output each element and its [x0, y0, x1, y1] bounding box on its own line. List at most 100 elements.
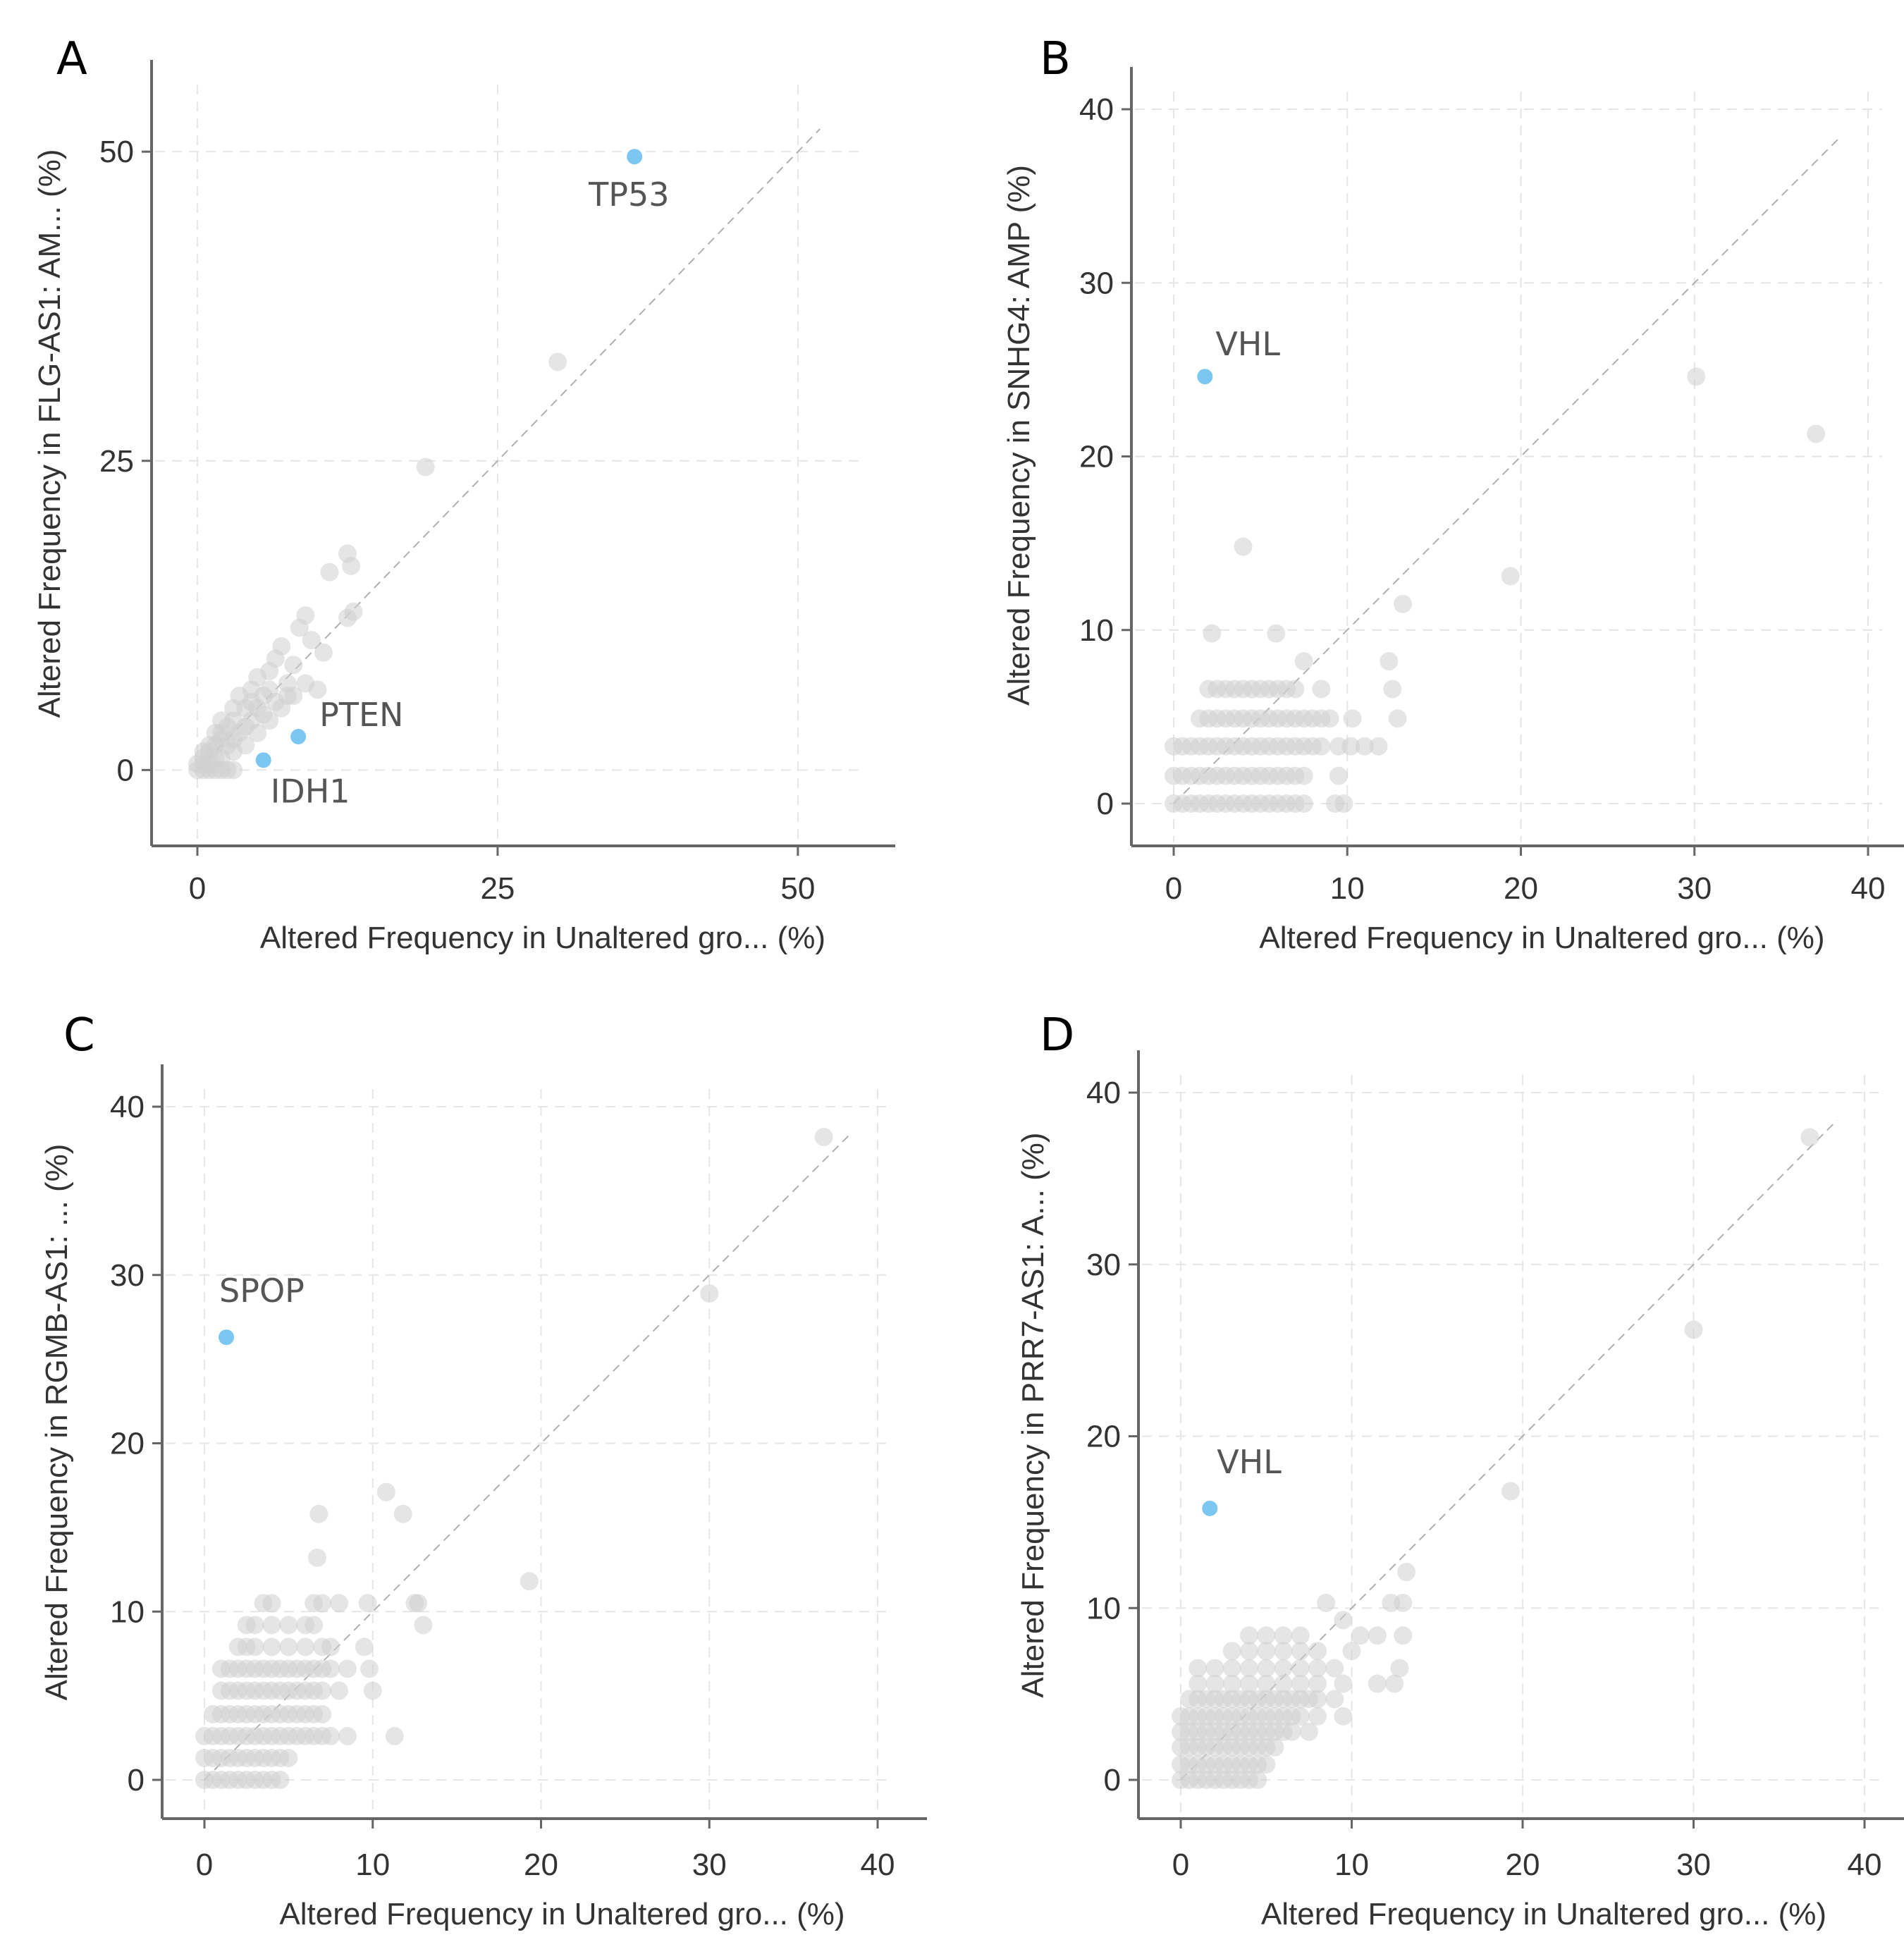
highlight-label-idh1: IDH1: [271, 772, 350, 810]
data-point: [1385, 1674, 1404, 1693]
highlight-label-spop: SPOP: [219, 1272, 305, 1310]
y-tick-label: 0: [128, 1763, 145, 1797]
data-point: [1294, 652, 1313, 671]
data-point: [1329, 737, 1348, 756]
data-point: [1257, 1626, 1276, 1645]
x-tick-label: 40: [1851, 871, 1886, 906]
y-tick-label: 25: [99, 444, 134, 479]
diagonal-reference-line: [197, 128, 821, 771]
data-point: [1282, 1722, 1301, 1741]
data-point: [1308, 1690, 1327, 1709]
data-point: [814, 1127, 833, 1146]
data-point: [224, 730, 243, 749]
data-point: [305, 1594, 324, 1613]
data-point: [1501, 567, 1520, 586]
data-point: [279, 1748, 298, 1767]
data-point: [363, 1681, 382, 1700]
data-point: [1189, 1674, 1208, 1693]
highlight-label-vhl: VHL: [1215, 325, 1280, 363]
data-point: [342, 556, 361, 575]
data-point: [1390, 1659, 1409, 1678]
data-point: [1687, 367, 1706, 386]
panel-letter: B: [1040, 33, 1071, 85]
data-point: [313, 1704, 332, 1723]
data-point: [1257, 1755, 1276, 1774]
data-point: [1334, 1674, 1353, 1693]
data-point: [236, 717, 255, 736]
data-point: [1291, 1707, 1310, 1726]
y-tick-label: 30: [1079, 266, 1114, 300]
data-point: [1234, 537, 1253, 556]
x-axis-title: Altered Frequency in Unaltered gro... (%…: [1259, 921, 1824, 955]
data-point: [1317, 1593, 1336, 1612]
x-tick-label: 30: [1677, 871, 1712, 906]
x-tick-label: 20: [1506, 1848, 1540, 1882]
data-point: [1312, 737, 1331, 756]
y-tick-label: 20: [110, 1427, 145, 1461]
y-axis-title: Altered Frequency in RGMB-AS1: ... (%): [39, 1144, 74, 1701]
data-point: [1222, 1674, 1241, 1693]
data-point: [1334, 1611, 1353, 1630]
highlight-point-tp53: [627, 149, 643, 165]
data-point: [1684, 1320, 1703, 1339]
data-point: [248, 699, 267, 718]
data-point: [1274, 1674, 1293, 1693]
data-point: [1368, 1626, 1387, 1645]
y-axis-title: Altered Frequency in FLG-AS1: AM... (%): [32, 149, 67, 718]
data-point: [330, 1681, 348, 1700]
y-tick-label: 10: [110, 1594, 145, 1629]
data-point: [212, 711, 231, 730]
data-point: [330, 1594, 348, 1613]
data-point: [302, 631, 321, 650]
data-point: [1222, 1659, 1241, 1678]
data-point: [1286, 680, 1305, 699]
data-point: [338, 608, 357, 627]
y-tick-label: 30: [110, 1258, 145, 1293]
data-point: [1342, 1642, 1361, 1661]
data-point: [700, 1284, 719, 1303]
data-point: [1325, 1690, 1344, 1709]
y-tick-label: 40: [1079, 92, 1114, 127]
data-point: [313, 1681, 332, 1700]
data-point: [1807, 424, 1826, 443]
data-point: [321, 1659, 340, 1678]
data-point: [1800, 1128, 1819, 1147]
data-point: [1380, 652, 1399, 671]
highlight-point-pten: [290, 729, 307, 744]
data-point: [416, 457, 435, 477]
x-tick-label: 0: [1165, 871, 1182, 906]
data-point: [1394, 1593, 1413, 1612]
data-point: [1274, 1626, 1293, 1645]
y-axis-title: Altered Frequency in PRR7-AS1: A... (%): [1016, 1132, 1050, 1697]
data-point: [1240, 1626, 1258, 1645]
x-tick-label: 10: [1330, 871, 1365, 906]
x-tick-label: 20: [1504, 871, 1538, 906]
data-point: [1222, 1642, 1241, 1661]
chart-panel-a: A 0 25 50 0 25 50 Altered Frequency in Unaltere…: [32, 33, 895, 955]
data-point: [1368, 1674, 1387, 1693]
y-tick-label: 40: [110, 1090, 145, 1124]
y-tick-label: 10: [1079, 613, 1114, 648]
x-tick-label: 0: [189, 871, 206, 906]
y-tick-label: 50: [99, 135, 134, 169]
data-point: [1325, 1659, 1344, 1678]
data-point: [1394, 594, 1413, 613]
x-tick-label: 40: [1848, 1848, 1882, 1882]
x-tick-label: 25: [480, 871, 515, 906]
diagonal-reference-line: [1173, 136, 1841, 804]
data-point: [1308, 1642, 1327, 1661]
highlight-point-idh1: [255, 752, 271, 768]
chart-panel-b: B 0 10 20 30 40 0 10 20 30 40 Altered Frequency in …: [1002, 33, 1904, 955]
data-point: [1265, 1738, 1284, 1757]
data-point: [376, 1482, 395, 1501]
y-tick-label: 0: [117, 753, 134, 787]
data-point: [1257, 1642, 1276, 1661]
data-point: [1257, 1674, 1276, 1693]
data-point: [1240, 1674, 1258, 1693]
x-tick-label: 30: [1676, 1848, 1711, 1882]
data-point: [1203, 624, 1222, 643]
data-point: [320, 563, 339, 582]
data-point: [194, 742, 213, 761]
data-point: [385, 1726, 404, 1745]
